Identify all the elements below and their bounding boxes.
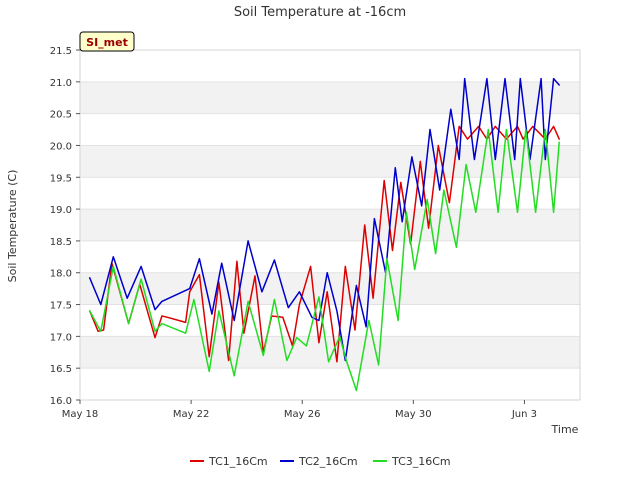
y-axis-ticks: 16.0 16.5 17.0 17.5 18.0 18.5 19.0 19.5 20.0 20.5…: [50, 46, 80, 407]
legend-label: TC2_16Cm: [298, 455, 358, 468]
chart-title: Soil Temperature at -16cm: [234, 5, 406, 20]
y-tick-label: 16.0: [50, 396, 72, 407]
plot-band: [80, 50, 580, 82]
series-line-tc2-16cm: [88, 77, 560, 362]
y-tick-label: 20.5: [50, 110, 72, 121]
y-tick-label: 17.0: [50, 332, 72, 343]
y-tick-label: 21.5: [50, 46, 72, 57]
plot-background-bands: [80, 50, 580, 400]
plot-band: [80, 368, 580, 400]
x-axis-ticks: May 18 May 22 May 26 May 30 Jun 3: [62, 400, 537, 420]
x-axis-label: Time: [551, 423, 579, 436]
x-tick-label: May 26: [284, 409, 321, 420]
y-tick-label: 17.5: [50, 301, 72, 312]
plot-band: [80, 209, 580, 241]
x-tick-label: May 22: [173, 409, 210, 420]
y-tick-label: 18.0: [50, 269, 72, 280]
y-tick-label: 21.0: [50, 78, 72, 89]
site-badge-box: [79, 31, 135, 52]
x-tick-label: May 18: [62, 409, 99, 420]
legend: TC1_16Cm TC2_16Cm TC3_16Cm: [190, 455, 451, 468]
site-badge-label: SI_met: [86, 36, 128, 49]
x-tick-label: May 30: [395, 409, 432, 420]
plot-band: [80, 177, 580, 210]
plot-band: [80, 272, 580, 305]
series-lines: [88, 77, 560, 392]
y-tick-label: 18.5: [50, 237, 72, 248]
y-tick-label: 19.0: [50, 205, 72, 216]
plot-band: [80, 113, 580, 146]
y-axis-label: Soil Temperature (C): [6, 170, 19, 283]
gridlines: [80, 49, 580, 401]
plot-band: [80, 240, 580, 273]
site-badge: SI_met: [79, 31, 135, 52]
legend-label: TC3_16Cm: [391, 455, 451, 468]
series-line-tc3-16cm: [88, 128, 560, 392]
y-tick-label: 20.0: [50, 141, 72, 152]
plot-band: [80, 336, 580, 369]
x-tick-label: Jun 3: [511, 409, 537, 420]
plot-band: [80, 81, 580, 114]
y-tick-label: 19.5: [50, 173, 72, 184]
y-tick-label: 16.5: [50, 364, 72, 375]
legend-label: TC1_16Cm: [208, 455, 268, 468]
plot-frame: [79, 49, 581, 401]
series-line-tc1-16cm: [88, 125, 560, 363]
